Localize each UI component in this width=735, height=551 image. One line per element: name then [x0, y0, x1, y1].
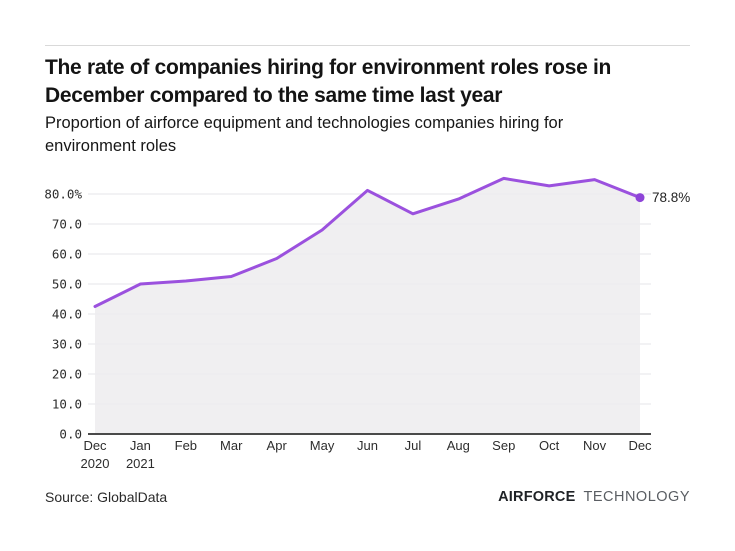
y-tick-label: 10.0 [52, 397, 82, 412]
brand-logo-bold: AIRFORCE [498, 489, 576, 505]
y-tick-label: 80.0% [44, 187, 82, 202]
brand-logo: AIRFORCE TECHNOLOGY [498, 489, 690, 505]
trend-line [93, 176, 642, 308]
x-tick-label: Oct [539, 438, 560, 453]
chart-title: The rate of companies hiring for environ… [45, 56, 612, 107]
end-point-dot [635, 193, 645, 203]
x-tick-sublabel: 2021 [126, 456, 155, 471]
y-tick-label: 60.0 [52, 247, 82, 262]
y-tick-label: 50.0 [52, 277, 82, 292]
x-tick-label: Dec [83, 438, 107, 453]
y-tick-label: 0.0 [59, 427, 82, 442]
hiring-rate-chart: 0.0 10.0 20.0 30.0 40.0 50.0 60.0 70.0 80.0% 78.8… [40, 162, 700, 482]
x-tick-label: Sep [492, 438, 515, 453]
x-tick-label: Jun [357, 438, 378, 453]
x-tick-label: Apr [267, 438, 288, 453]
x-tick-sublabel: 2020 [81, 456, 110, 471]
x-tick-label: Mar [220, 438, 243, 453]
x-tick-label: May [310, 438, 335, 453]
x-tick-label: Nov [583, 438, 607, 453]
top-divider [45, 45, 690, 46]
x-tick-label: Dec [628, 438, 652, 453]
y-tick-label: 30.0 [52, 337, 82, 352]
x-tick-label: Jan [130, 438, 151, 453]
y-tick-label: 70.0 [52, 217, 82, 232]
x-tick-label: Jul [405, 438, 422, 453]
area-fill [95, 178, 640, 434]
source-credit: Source: GlobalData [45, 489, 168, 505]
line-chart-canvas: 0.0 10.0 20.0 30.0 40.0 50.0 60.0 70.0 80.0% 78.8… [44, 176, 690, 471]
x-tick-label: Aug [447, 438, 470, 453]
value-annotation: 78.8% [652, 190, 690, 205]
x-tick-label: Feb [175, 438, 197, 453]
y-tick-label: 40.0 [52, 307, 82, 322]
y-tick-label: 20.0 [52, 367, 82, 382]
brand-logo-light: TECHNOLOGY [583, 489, 690, 505]
chart-subtitle: Proportion of airforce equipment and tec… [45, 114, 564, 155]
